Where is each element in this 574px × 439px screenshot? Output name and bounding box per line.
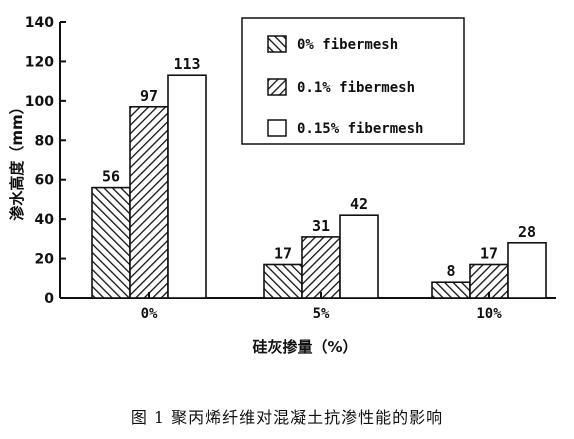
bar-data-label: 17 — [480, 244, 498, 262]
y-tick-label: 100 — [25, 94, 54, 110]
y-tick-label: 60 — [35, 173, 55, 189]
bar-data-label: 97 — [140, 87, 158, 105]
legend-swatch — [267, 78, 287, 96]
bar — [129, 105, 169, 299]
y-axis-label: 渗水高度（mm） — [8, 99, 26, 220]
bar-data-label: 113 — [173, 55, 200, 73]
y-ticks: 0 20 40 60 80 100 120 140 — [25, 15, 66, 307]
bar-data-label: 56 — [102, 168, 120, 186]
legend: 0% fibermesh 0.1% fibermesh 0.15% fibermes… — [241, 17, 465, 145]
bar — [263, 263, 303, 299]
bar — [91, 186, 131, 299]
bar-data-label: 42 — [350, 195, 368, 213]
legend-label: 0% fibermesh — [297, 37, 398, 53]
bar-data-label: 8 — [446, 262, 455, 280]
legend-swatch — [267, 119, 287, 137]
y-tick-label: 40 — [35, 212, 55, 228]
x-tick-label: 0% — [141, 306, 158, 322]
bar-data-label: 17 — [274, 244, 292, 262]
figure-caption: 图 1 聚丙烯纤维对混凝土抗渗性能的影响 — [130, 408, 444, 427]
bar-data-label: 28 — [518, 223, 536, 241]
legend-label: 0.15% fibermesh — [297, 121, 423, 137]
bar — [167, 74, 207, 299]
y-tick-label: 120 — [25, 54, 54, 70]
y-tick-label: 0 — [44, 291, 54, 307]
y-tick-label: 140 — [25, 15, 54, 31]
bar — [507, 242, 547, 299]
y-tick-label: 80 — [35, 133, 55, 149]
bar-data-label: 31 — [312, 217, 330, 235]
bar — [339, 214, 379, 299]
bar — [301, 236, 341, 299]
x-tick-label: 5% — [313, 306, 330, 322]
x-axis-label: 硅灰掺量（%） — [252, 338, 357, 356]
y-tick-label: 20 — [35, 252, 55, 268]
bar — [431, 281, 471, 299]
x-tick-label: 10% — [476, 306, 502, 322]
legend-label: 0.1% fibermesh — [297, 80, 415, 96]
bars: 56 97 113 17 31 42 8 17 28 — [91, 55, 547, 299]
legend-swatch — [267, 35, 287, 53]
x-ticks: 0% 5% 10% — [141, 292, 502, 322]
